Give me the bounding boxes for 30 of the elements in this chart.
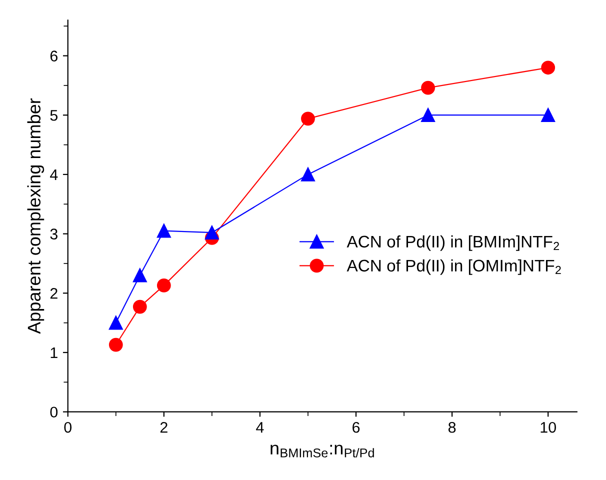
y-tick-label: 3 [50, 228, 58, 240]
point [541, 60, 556, 75]
point [132, 300, 147, 314]
legend-label: ACN of Pd(II) in [OMIm]NTF$_{2}$ [346, 259, 561, 275]
y-tick-label: 6 [50, 50, 58, 62]
point [156, 224, 171, 238]
x-axis-title: n$_{BMImSe}$:n$_{Pt/Pd}$ [270, 444, 374, 458]
x-tick-label: 6 [352, 422, 360, 433]
point [108, 316, 123, 330]
x-tick-label: 4 [256, 422, 264, 433]
y-tick-label: 5 [50, 110, 58, 121]
point [132, 268, 147, 282]
point [156, 278, 171, 292]
point [541, 108, 556, 122]
y-tick-label: 2 [50, 288, 58, 299]
y-tick-label: 1 [50, 348, 58, 358]
point [108, 338, 123, 352]
x-tick-label: 0 [64, 422, 72, 433]
point [301, 168, 315, 182]
point [204, 226, 219, 240]
x-tick-label: 10 [540, 422, 556, 433]
y-tick-label: 4 [50, 169, 58, 180]
x-tick-label: 2 [160, 422, 168, 433]
point [421, 108, 435, 122]
y-tick-label: 0 [50, 406, 58, 418]
x-tick-label: 8 [448, 422, 456, 433]
y-axis-title: Apparent complexing number [27, 98, 44, 334]
point [421, 80, 435, 95]
legend-label: ACN of Pd(II) in [BMIm]NTF$_{2}$ [346, 235, 560, 251]
point [301, 112, 315, 126]
